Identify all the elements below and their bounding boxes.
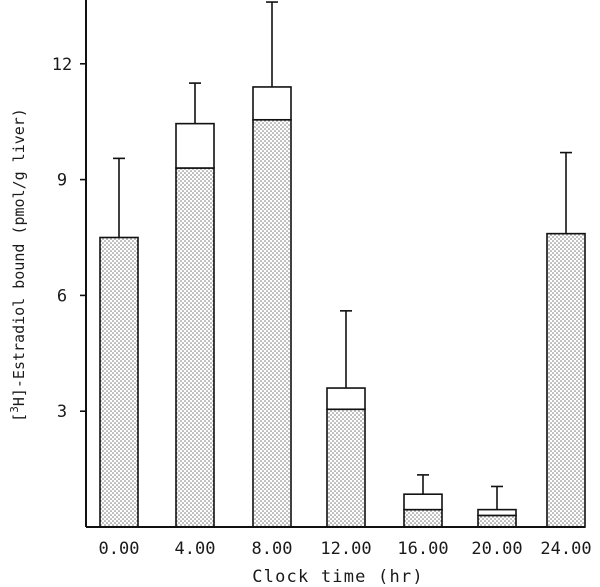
x-tick-label: 24.00 [540, 539, 591, 559]
x-tick-label: 12.00 [320, 539, 371, 559]
y-tick-label: 6 [57, 286, 67, 306]
axes-layer [85, 0, 585, 528]
y-axis-label: [3H]-Estradiol bound (pmol/g liver) [8, 108, 28, 422]
x-tick-label: 0.00 [99, 539, 140, 559]
x-axis-label: Clock time (hr) [252, 567, 424, 587]
y-axis-label-prefix: [ [10, 413, 28, 422]
y-tick-label: 3 [57, 402, 67, 422]
y-axis-label-sup: 3 [8, 406, 21, 413]
y-axis-label-rest: H]-Estradiol bound (pmol/g liver) [10, 108, 28, 406]
bars-layer [99, 1, 586, 528]
y-tick-label: 12 [52, 55, 72, 75]
bar-segment-open [477, 508, 517, 517]
bar-segment-stippled [403, 508, 443, 528]
bar-segment-stippled [546, 232, 586, 528]
bar-segment-open [252, 86, 292, 121]
bar-segment-stippled [326, 408, 366, 528]
bar-segment-open [175, 122, 215, 169]
x-tick-label: 8.00 [252, 539, 293, 559]
bar-segment-stippled [99, 236, 139, 528]
bar-segment-open [403, 493, 443, 511]
ticks-layer: 3 6 9 12 0.00 4.00 8.00 12.00 16.00 20.00 24.00 [52, 55, 592, 559]
y-tick-label: 9 [57, 171, 67, 191]
bar-segment-stippled [477, 514, 517, 528]
bar-segment-stippled [175, 167, 215, 528]
svg-text:[3H]-Estradiol bound (pmol/g l: [3H]-Estradiol bound (pmol/g liver) [8, 108, 28, 422]
x-tick-label: 20.00 [471, 539, 522, 559]
x-tick-label: 16.00 [397, 539, 448, 559]
bar-segment-open [326, 387, 366, 411]
x-tick-label: 4.00 [175, 539, 216, 559]
bar-segment-stippled [252, 118, 292, 528]
